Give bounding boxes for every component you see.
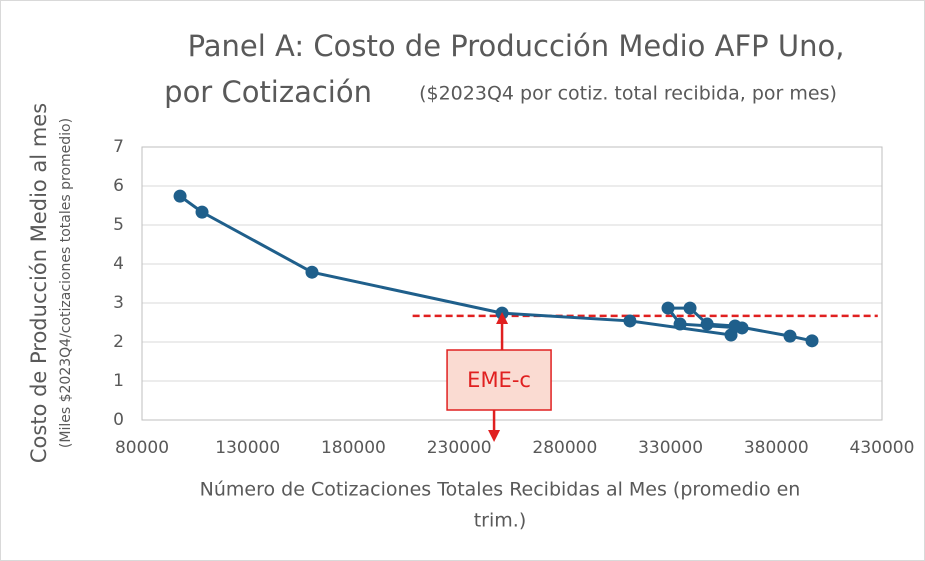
x-axis-label: Número de Cotizaciones Totales Recibidas… bbox=[200, 479, 801, 501]
x-tick-label: 180000 bbox=[321, 438, 386, 458]
point bbox=[305, 265, 319, 279]
arrow-head bbox=[488, 430, 501, 442]
x-tick-label: 380000 bbox=[744, 438, 809, 458]
annotation: EME-c bbox=[467, 368, 531, 392]
y-axis-label: (Miles $2023Q4/cotizaciones totales prom… bbox=[58, 118, 74, 448]
chart-title: Panel A: Costo de Producción Medio AFP U… bbox=[188, 29, 845, 63]
point bbox=[783, 329, 797, 343]
point bbox=[700, 317, 714, 331]
y-tick-label: 7 bbox=[113, 137, 124, 157]
chart-title: por Cotización bbox=[164, 75, 372, 109]
y-tick-label: 0 bbox=[113, 410, 124, 430]
y-axis-label: Costo de Producción Medio al mes bbox=[27, 103, 51, 463]
chart-subtitle: ($2023Q4 por cotiz. total recibida, por … bbox=[419, 83, 837, 105]
point bbox=[195, 205, 209, 219]
x-tick-label: 230000 bbox=[427, 438, 492, 458]
point bbox=[661, 301, 675, 315]
x-tick-label: 280000 bbox=[532, 438, 597, 458]
point bbox=[623, 314, 637, 328]
x-axis-label: trim.) bbox=[474, 510, 527, 532]
point bbox=[683, 301, 697, 315]
x-tick-label: 80000 bbox=[115, 438, 169, 458]
y-tick-label: 2 bbox=[113, 332, 124, 352]
annotation-box bbox=[446, 349, 552, 411]
y-tick-label: 4 bbox=[113, 254, 124, 274]
point bbox=[173, 189, 187, 203]
y-tick-label: 3 bbox=[113, 293, 124, 313]
x-tick-label: 330000 bbox=[638, 438, 703, 458]
point bbox=[673, 317, 687, 331]
plot-border bbox=[141, 146, 883, 421]
x-tick-label: 430000 bbox=[850, 438, 915, 458]
x-tick-label: 130000 bbox=[215, 438, 280, 458]
arrow-head bbox=[496, 312, 509, 324]
y-tick-label: 1 bbox=[113, 371, 124, 391]
y-tick-label: 5 bbox=[113, 215, 124, 235]
point bbox=[728, 319, 742, 333]
point bbox=[805, 334, 819, 348]
y-tick-label: 6 bbox=[113, 176, 124, 196]
